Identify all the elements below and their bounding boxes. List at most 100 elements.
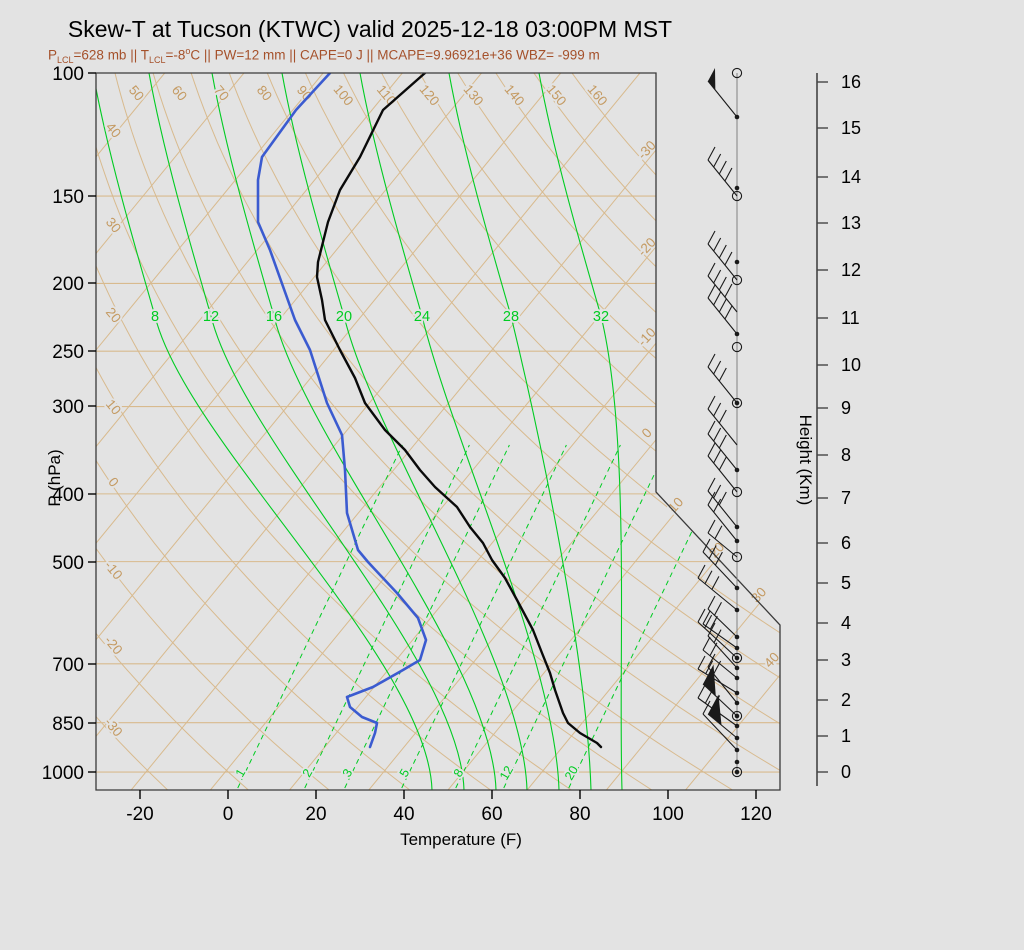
grid-line-label: 60 <box>169 83 190 104</box>
barb-shaft <box>707 713 738 739</box>
wind-station <box>707 622 740 671</box>
wind-station <box>697 608 743 664</box>
temperature-curve <box>315 73 603 749</box>
station-dot <box>734 769 740 775</box>
barb-shaft <box>707 243 738 281</box>
barb-feather <box>713 153 722 168</box>
barb-feather <box>702 636 711 651</box>
grid-line-label: 100 <box>330 82 356 109</box>
height-tick-label: 13 <box>841 213 861 233</box>
isotherm-line <box>96 73 324 790</box>
grid-line-label: -20 <box>635 235 659 260</box>
dewpoint-curve <box>256 73 428 749</box>
dry-adiabat-line <box>96 73 652 790</box>
barb-shaft <box>707 635 738 669</box>
barb-feather <box>724 167 733 182</box>
barb-feather <box>713 601 722 616</box>
grid-line-label: 160 <box>584 82 610 109</box>
isotherm-line <box>96 73 482 790</box>
barb-feather <box>707 595 716 610</box>
barb-shaft <box>697 668 738 694</box>
barb-feather <box>707 622 716 637</box>
barb-feather <box>707 491 716 506</box>
moist-adiabat-label: 28 <box>503 309 519 325</box>
pressure-tick-label: 850 <box>52 714 84 735</box>
subtitle-part: C || PW=12 mm || CAPE=0 J || MCAPE=9.969… <box>190 47 600 63</box>
wind-station <box>702 700 740 753</box>
barb-shaft <box>707 366 738 404</box>
station-circle <box>731 190 743 202</box>
isotherms <box>0 73 780 790</box>
moist-adiabat-line <box>281 73 528 790</box>
mixing-ratio-line <box>344 444 510 789</box>
station-circle <box>731 652 743 664</box>
barb-shaft <box>707 408 738 446</box>
moist-adiabat-line <box>448 73 592 790</box>
pressure-tick-label: 150 <box>52 187 84 208</box>
mixing-ratio-label: 5 <box>397 766 413 779</box>
grid-line-label: 50 <box>126 83 147 104</box>
barb-feather <box>718 409 727 424</box>
wind-station <box>707 420 740 473</box>
station-circle <box>731 397 743 409</box>
barb-feather <box>713 449 722 464</box>
barb-shaft <box>702 551 738 589</box>
barb-feather <box>718 244 727 259</box>
station-circle <box>731 710 743 722</box>
height-tick-label: 9 <box>841 398 851 418</box>
height-tick-label: 15 <box>841 118 861 138</box>
temperature-tick-label: 120 <box>740 804 772 825</box>
dry-adiabat-line <box>266 73 780 790</box>
barb-feather <box>707 395 716 410</box>
wind-station <box>707 442 743 498</box>
height-tick-label: 5 <box>841 573 851 593</box>
barb-feather <box>724 283 733 298</box>
isotherm-line <box>96 73 403 790</box>
moist-adiabat-line <box>211 73 497 790</box>
mixing-ratio-label: 20 <box>562 763 581 782</box>
barb-feather <box>713 498 722 513</box>
mixing-ratio-label: 12 <box>497 763 516 782</box>
wind-station <box>707 353 743 409</box>
wind-station <box>731 341 743 353</box>
barb-feather <box>708 545 717 559</box>
isotherm-line <box>447 73 780 790</box>
height-tick-label: 12 <box>841 260 861 280</box>
barb-feather <box>707 146 716 161</box>
wind-station <box>697 655 740 696</box>
grid-line-label: -30 <box>101 715 125 740</box>
barb-feather <box>709 642 718 656</box>
subtitle-part: =-8 <box>165 47 186 63</box>
barb-feather <box>724 251 733 266</box>
mixing-ratio-line <box>568 444 734 789</box>
moist-adiabat-label: 24 <box>414 309 430 325</box>
barb-feather <box>724 305 733 320</box>
wind-station <box>707 491 740 544</box>
isotherm-line <box>0 73 6 790</box>
barb-feather <box>718 160 727 175</box>
chart-title: Skew-T at Tucson (KTWC) valid 2025-12-18… <box>67 16 673 42</box>
barb-shaft <box>702 623 738 649</box>
pressure-tick-label: 700 <box>52 655 84 676</box>
station-circle <box>731 341 743 353</box>
pressure-axis: 100 150 200 250 300 400 500 700 850 1000 P (hPa) <box>42 64 96 784</box>
isotherm-line <box>606 73 780 790</box>
temperature-axis-title: Temperature (F) <box>400 830 522 849</box>
barb-feather <box>711 576 720 590</box>
grid-line-label: 10 <box>103 397 124 418</box>
temperature-axis: -20 0 20 40 60 80 100 120 Temperature (F) <box>126 790 772 849</box>
barb-feather <box>697 655 706 670</box>
barb-shaft <box>707 608 738 638</box>
dry-adiabat-line <box>96 73 410 790</box>
grid-line-label: 80 <box>254 83 275 104</box>
wind-station <box>707 230 743 286</box>
barb-feather <box>713 660 722 675</box>
temperature-tick-label: 20 <box>305 804 326 825</box>
moist-adiabat-line <box>359 73 560 790</box>
isotherm-line <box>289 73 780 790</box>
height-tick-label: 0 <box>841 762 851 782</box>
barb-shaft <box>707 504 738 542</box>
